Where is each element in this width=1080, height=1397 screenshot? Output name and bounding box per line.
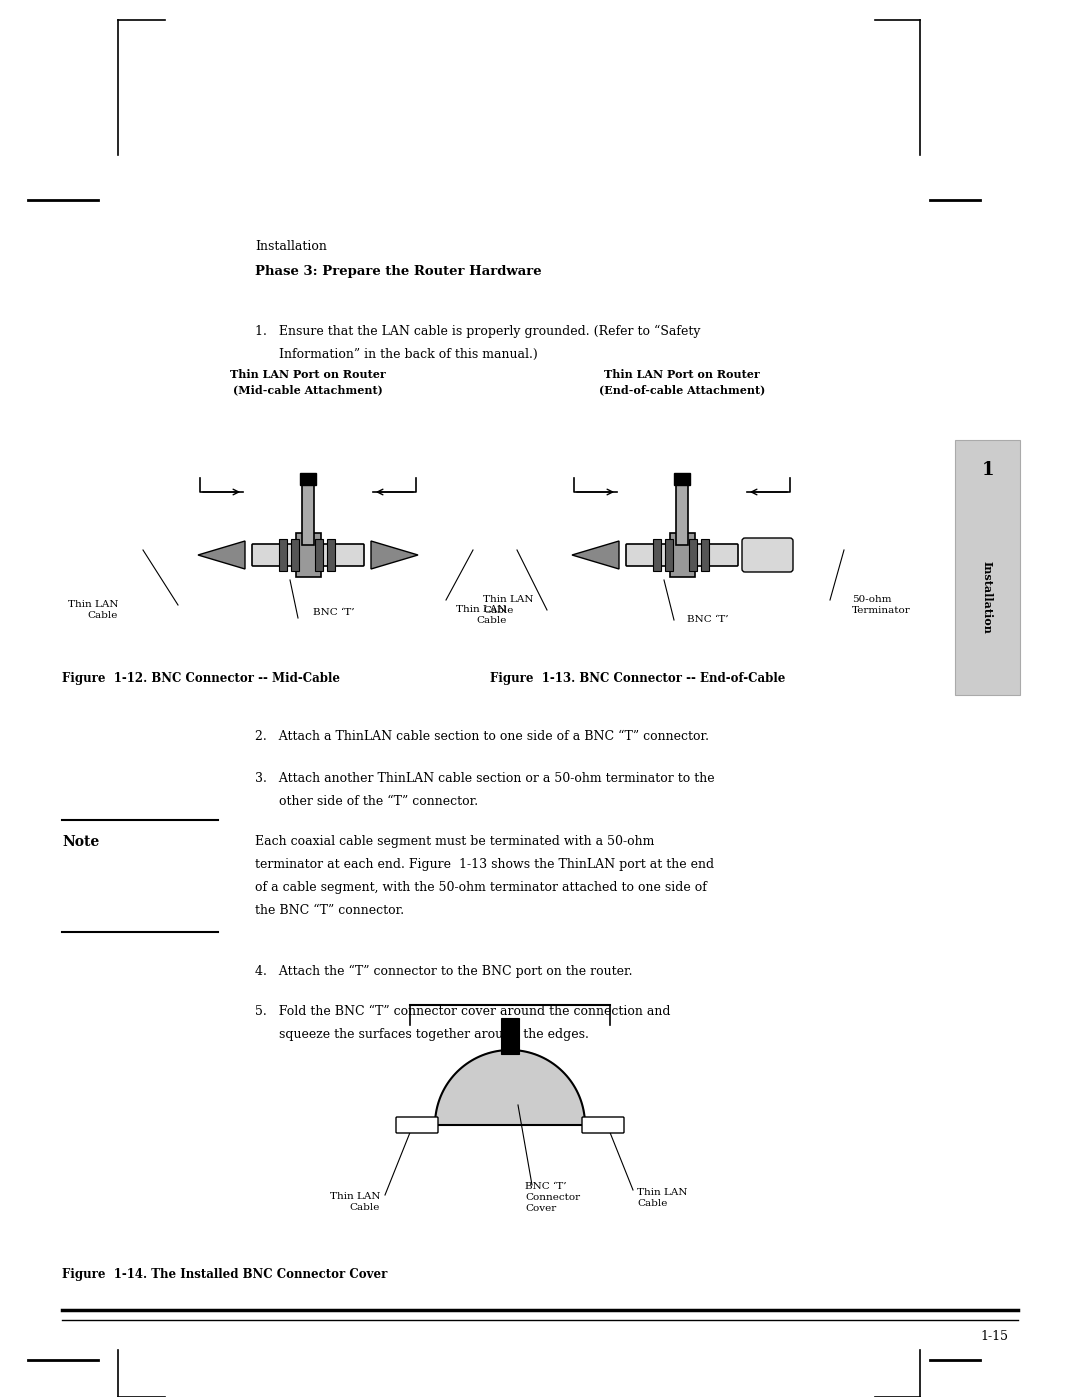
Bar [674, 474, 690, 485]
Bar [670, 534, 694, 577]
Polygon shape [435, 1051, 585, 1125]
Text: Thin LAN Port on Router
(Mid-cable Attachment): Thin LAN Port on Router (Mid-cable Attac… [230, 369, 386, 395]
Text: Figure  1-12. BNC Connector -- Mid-Cable: Figure 1-12. BNC Connector -- Mid-Cable [62, 672, 340, 685]
Text: other side of the “T” connector.: other side of the “T” connector. [255, 795, 478, 807]
FancyBboxPatch shape [742, 538, 793, 571]
Text: Figure  1-14. The Installed BNC Connector Cover: Figure 1-14. The Installed BNC Connector… [62, 1268, 388, 1281]
FancyBboxPatch shape [626, 543, 738, 566]
Text: Thin LAN
Cable: Thin LAN Cable [483, 595, 534, 615]
Bar [291, 539, 299, 571]
Text: Thin LAN
Cable: Thin LAN Cable [67, 599, 118, 620]
Text: BNC ‘T’: BNC ‘T’ [687, 615, 729, 624]
Text: BNC ‘T’: BNC ‘T’ [313, 608, 354, 617]
Text: 1: 1 [982, 461, 994, 479]
Text: Thin LAN
Cable: Thin LAN Cable [329, 1192, 380, 1213]
Polygon shape [372, 541, 418, 569]
Text: Installation: Installation [255, 240, 327, 253]
Bar [300, 474, 316, 485]
Bar [689, 539, 697, 571]
Text: Thin LAN
Cable: Thin LAN Cable [457, 605, 507, 624]
Text: Each coaxial cable segment must be terminated with a 50-ohm: Each coaxial cable segment must be termi… [255, 835, 654, 848]
Bar [296, 534, 321, 577]
Polygon shape [198, 541, 245, 569]
Text: Thin LAN
Cable: Thin LAN Cable [637, 1187, 688, 1208]
Text: 1-15: 1-15 [980, 1330, 1008, 1343]
Bar [501, 1018, 519, 1053]
Text: BNC ‘T’
Connector
Cover: BNC ‘T’ Connector Cover [525, 1182, 580, 1213]
Text: Figure  1-13. BNC Connector -- End-of-Cable: Figure 1-13. BNC Connector -- End-of-Cab… [490, 672, 785, 685]
Text: squeeze the surfaces together around the edges.: squeeze the surfaces together around the… [255, 1028, 589, 1041]
Text: Installation: Installation [982, 562, 993, 634]
Text: Thin LAN Port on Router
(End-of-cable Attachment): Thin LAN Port on Router (End-of-cable At… [599, 369, 765, 395]
Bar [327, 539, 335, 571]
Text: Note: Note [62, 835, 99, 849]
Bar [315, 539, 323, 571]
Text: 5.   Fold the BNC “T” connector cover around the connection and: 5. Fold the BNC “T” connector cover arou… [255, 1004, 671, 1018]
Bar [279, 539, 287, 571]
Bar [665, 539, 673, 571]
Bar [302, 485, 314, 545]
Text: terminator at each end. Figure  1-13 shows the ThinLAN port at the end: terminator at each end. Figure 1-13 show… [255, 858, 714, 870]
Text: Information” in the back of this manual.): Information” in the back of this manual.… [255, 348, 538, 360]
Text: of a cable segment, with the 50-ohm terminator attached to one side of: of a cable segment, with the 50-ohm term… [255, 882, 707, 894]
FancyBboxPatch shape [252, 543, 364, 566]
Bar [676, 485, 688, 545]
FancyBboxPatch shape [582, 1118, 624, 1133]
Text: Phase 3: Prepare the Router Hardware: Phase 3: Prepare the Router Hardware [255, 265, 542, 278]
Bar [653, 539, 661, 571]
Bar [701, 539, 708, 571]
FancyBboxPatch shape [396, 1118, 438, 1133]
Polygon shape [572, 541, 619, 569]
Text: 2.   Attach a ThinLAN cable section to one side of a BNC “T” connector.: 2. Attach a ThinLAN cable section to one… [255, 731, 708, 743]
Text: 4.   Attach the “T” connector to the BNC port on the router.: 4. Attach the “T” connector to the BNC p… [255, 965, 633, 978]
Text: 50-ohm
Terminator: 50-ohm Terminator [852, 595, 910, 615]
Text: 1.   Ensure that the LAN cable is properly grounded. (Refer to “Safety: 1. Ensure that the LAN cable is properly… [255, 326, 701, 338]
Text: the BNC “T” connector.: the BNC “T” connector. [255, 904, 404, 916]
Text: 3.   Attach another ThinLAN cable section or a 50-ohm terminator to the: 3. Attach another ThinLAN cable section … [255, 773, 715, 785]
Bar [955, 440, 1020, 694]
